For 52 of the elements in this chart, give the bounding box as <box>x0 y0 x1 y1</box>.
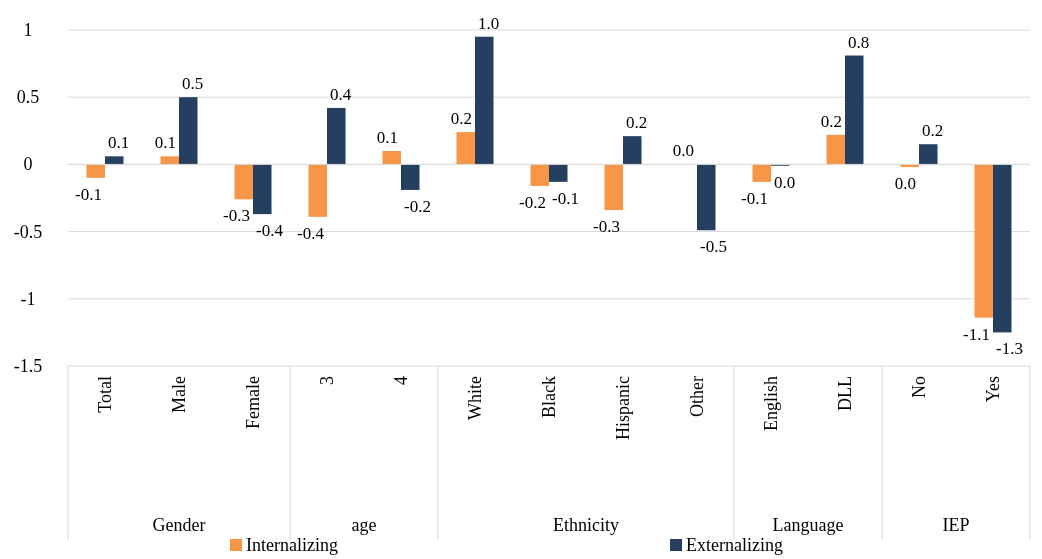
data-label: 0.2 <box>626 113 648 133</box>
x-tick-label: Female <box>243 375 263 429</box>
data-label: -0.1 <box>552 188 579 208</box>
text: Language <box>772 515 844 535</box>
text: IEP <box>942 515 970 535</box>
data-label: 1.0 <box>478 13 500 33</box>
y-tick-label: 0.5 <box>16 87 40 108</box>
data-label: 0.8 <box>848 32 870 52</box>
data-label: 0.2 <box>450 109 472 129</box>
x-tick-label: 3 <box>317 376 337 385</box>
legend-label: Externalizing <box>686 535 783 555</box>
x-tick-label: Total <box>95 376 115 413</box>
text: Ethnicity <box>553 515 619 535</box>
data-label: -0.5 <box>700 237 727 257</box>
legend-label: Internalizing <box>246 535 338 555</box>
data-label: -0.1 <box>75 184 102 204</box>
data-label: -0.4 <box>297 223 325 243</box>
data-label: 0.4 <box>330 84 352 104</box>
x-tick-label: Hispanic <box>613 375 633 440</box>
data-label: -0.2 <box>404 196 431 216</box>
x-tick-label: DLL <box>835 376 855 411</box>
data-label: -0.1 <box>741 188 768 208</box>
data-label: 0.2 <box>922 121 944 141</box>
x-tick-label: English <box>761 376 781 432</box>
x-tick-label: White <box>465 375 485 420</box>
data-label: 0.0 <box>894 174 916 194</box>
data-label: 0.0 <box>774 172 796 192</box>
y-tick-label: -0.5 <box>13 221 43 242</box>
text: age <box>351 515 377 535</box>
data-label: -0.4 <box>256 221 284 241</box>
x-tick-label: Yes <box>983 376 1003 403</box>
data-label: 0.5 <box>182 74 204 94</box>
x-tick-label: Other <box>687 376 707 417</box>
data-label: 0.1 <box>108 133 130 153</box>
data-label: -0.2 <box>519 192 546 212</box>
x-tick-label: Black <box>539 376 559 418</box>
x-tick-label: 4 <box>391 376 411 385</box>
data-label: -1.3 <box>996 339 1023 359</box>
y-tick-label: -1.5 <box>13 356 43 376</box>
data-label: 0.1 <box>154 133 176 153</box>
y-tick-label: -1 <box>20 288 36 309</box>
data-label: 0.2 <box>820 111 842 131</box>
x-tick-label: No <box>909 376 929 398</box>
y-tick-label: 1 <box>23 20 33 40</box>
y-tick-label: 0 <box>23 154 33 175</box>
data-label: 0.1 <box>376 127 398 147</box>
data-label: 0.0 <box>672 141 694 161</box>
data-label: -0.3 <box>223 206 250 226</box>
text: Gender <box>152 515 206 535</box>
data-label: -1.1 <box>963 324 990 344</box>
data-label: -0.3 <box>593 217 620 237</box>
x-tick-label: Male <box>169 375 189 413</box>
